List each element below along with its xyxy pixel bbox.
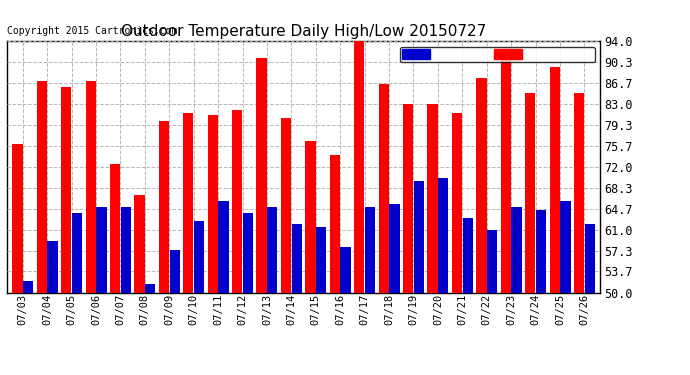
Bar — [23, 281, 33, 292]
Bar — [48, 241, 58, 292]
Bar — [135, 195, 145, 292]
Bar — [354, 41, 364, 292]
Bar — [574, 93, 584, 292]
Bar — [37, 81, 47, 292]
Bar — [110, 164, 120, 292]
Bar — [159, 121, 169, 292]
Bar — [170, 250, 180, 292]
Bar — [525, 93, 535, 292]
Bar — [194, 221, 204, 292]
Bar — [414, 181, 424, 292]
Bar — [305, 141, 315, 292]
Bar — [452, 112, 462, 292]
Bar — [379, 84, 389, 292]
Title: Outdoor Temperature Daily High/Low 20150727: Outdoor Temperature Daily High/Low 20150… — [121, 24, 486, 39]
Bar — [330, 156, 340, 292]
Bar — [316, 227, 326, 292]
Bar — [257, 58, 267, 292]
Bar — [243, 213, 253, 292]
Bar — [292, 224, 302, 292]
Bar — [86, 81, 96, 292]
Bar — [61, 87, 71, 292]
Text: Copyright 2015 Cartronics.com: Copyright 2015 Cartronics.com — [7, 26, 177, 36]
Bar — [438, 178, 449, 292]
Bar — [218, 201, 228, 292]
Bar — [208, 116, 218, 292]
Bar — [403, 104, 413, 292]
Bar — [232, 110, 242, 292]
Bar — [501, 58, 511, 292]
Bar — [511, 207, 522, 292]
Bar — [549, 67, 560, 292]
Bar — [72, 213, 82, 292]
Legend: Low  (°F), High  (°F): Low (°F), High (°F) — [400, 47, 595, 62]
Bar — [365, 207, 375, 292]
Bar — [427, 104, 437, 292]
Bar — [281, 118, 291, 292]
Bar — [487, 230, 497, 292]
Bar — [184, 112, 193, 292]
Bar — [476, 78, 486, 292]
Bar — [584, 224, 595, 292]
Bar — [340, 247, 351, 292]
Bar — [97, 207, 106, 292]
Bar — [462, 218, 473, 292]
Bar — [389, 204, 400, 292]
Bar — [267, 207, 277, 292]
Bar — [560, 201, 571, 292]
Bar — [536, 210, 546, 292]
Bar — [12, 144, 23, 292]
Bar — [145, 284, 155, 292]
Bar — [121, 207, 131, 292]
